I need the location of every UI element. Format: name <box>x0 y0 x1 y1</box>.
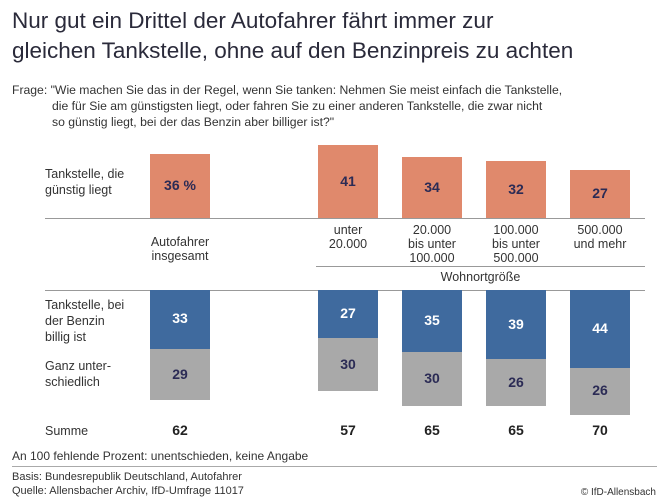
value-label: 32 <box>508 180 524 197</box>
category-line: 100.000 <box>409 251 455 265</box>
bar-unterschiedlich <box>318 338 378 392</box>
value-label: 44 <box>592 320 608 337</box>
bar-unterschiedlich <box>570 368 630 415</box>
sum-value: 57 <box>340 422 356 438</box>
value-label: 41 <box>340 172 356 189</box>
footnote: An 100 fehlende Prozent: unentschieden, … <box>12 449 309 463</box>
title-line: gleichen Tankstelle, ohne auf den Benzin… <box>12 38 574 63</box>
category-line: bis unter <box>492 237 540 251</box>
question-text: Frage: "Wie machen Sie das in der Regel,… <box>12 82 562 130</box>
question-line: Frage: "Wie machen Sie das in der Regel,… <box>12 83 563 97</box>
sum-value: 70 <box>592 422 608 438</box>
sum-label: Summe <box>45 424 89 438</box>
label-line: der Benzin <box>45 314 105 328</box>
bar-guenstig-liegt <box>486 161 546 218</box>
label-line: schiedlich <box>45 375 100 389</box>
label-line: Tankstelle, bei <box>45 298 125 312</box>
category-line: und mehr <box>573 237 627 251</box>
category-label: 500.000 und mehr <box>555 223 645 251</box>
category-line: unter <box>333 223 363 237</box>
divider <box>12 466 657 467</box>
divider <box>45 218 645 219</box>
chart-title: Nur gut ein Drittel der Autofahrer fährt… <box>12 6 573 66</box>
label-line: günstig liegt <box>45 183 112 197</box>
group-label: Wohnortgröße <box>440 270 521 284</box>
category-line: bis unter <box>408 237 456 251</box>
bar-benzin-billig <box>570 290 630 369</box>
value-label: 33 <box>172 310 188 327</box>
question-line: so günstig liegt, bei der das Benzin abe… <box>52 115 335 129</box>
value-label: 29 <box>172 365 188 382</box>
source: Quelle: Allensbacher Archiv, IfD-Umfrage… <box>12 485 244 497</box>
category-label: Autofahrer insgesamt <box>135 235 225 263</box>
copyright: © IfD-Allensbach <box>580 487 656 498</box>
bar-benzin-billig <box>318 290 378 339</box>
title-line: Nur gut ein Drittel der Autofahrer fährt… <box>12 8 494 33</box>
value-label: 36 % <box>164 176 196 193</box>
value-label: 34 <box>424 178 440 195</box>
category-line: 500.000 <box>577 223 623 237</box>
category-line: 20.000 <box>328 237 368 251</box>
series-label-guenstig-liegt: Tankstelle, die günstig liegt <box>45 166 124 198</box>
sum-value: 65 <box>508 422 524 438</box>
value-label: 35 <box>424 312 440 329</box>
group-divider <box>316 266 645 267</box>
label-line: billig ist <box>45 330 86 344</box>
value-label: 30 <box>340 355 356 372</box>
value-label: 27 <box>592 184 608 201</box>
label-line: Tankstelle, die <box>45 167 125 181</box>
value-label: 26 <box>508 373 524 390</box>
bar-benzin-billig <box>402 290 462 353</box>
bar-benzin-billig <box>486 290 546 360</box>
bar-guenstig-liegt <box>150 153 210 218</box>
category-line: Autofahrer <box>150 235 210 249</box>
category-label: 100.000 bis unter 500.000 <box>471 223 561 265</box>
category-line: 500.000 <box>493 251 539 265</box>
basis: Basis: Bundesrepublik Deutschland, Autof… <box>12 471 242 483</box>
category-label: unter 20.000 <box>303 223 393 251</box>
bar-unterschiedlich <box>150 348 210 401</box>
category-line: insgesamt <box>151 249 209 263</box>
series-label-unterschiedlich: Ganz unter- schiedlich <box>45 358 111 390</box>
value-label: 30 <box>424 370 440 386</box>
series-label-benzin-billig: Tankstelle, bei der Benzin billig ist <box>45 297 124 345</box>
sum-value: 65 <box>424 422 440 438</box>
bar-unterschiedlich <box>486 359 546 406</box>
sum-value: 62 <box>172 422 188 438</box>
value-label: 27 <box>340 305 356 322</box>
bar-guenstig-liegt <box>570 169 630 218</box>
question-line: die für Sie am günstigsten liegt, oder f… <box>52 99 543 113</box>
bar-guenstig-liegt <box>402 157 462 218</box>
category-label: 20.000 bis unter 100.000 <box>387 223 477 265</box>
value-label: 26 <box>592 382 608 399</box>
category-line: 100.000 <box>493 223 539 237</box>
category-line: 20.000 <box>412 223 452 237</box>
bar-benzin-billig <box>150 290 210 349</box>
bar-unterschiedlich <box>402 352 462 406</box>
value-label: 39 <box>508 315 524 332</box>
label-line: Ganz unter- <box>45 359 112 373</box>
bar-guenstig-liegt <box>318 145 378 218</box>
